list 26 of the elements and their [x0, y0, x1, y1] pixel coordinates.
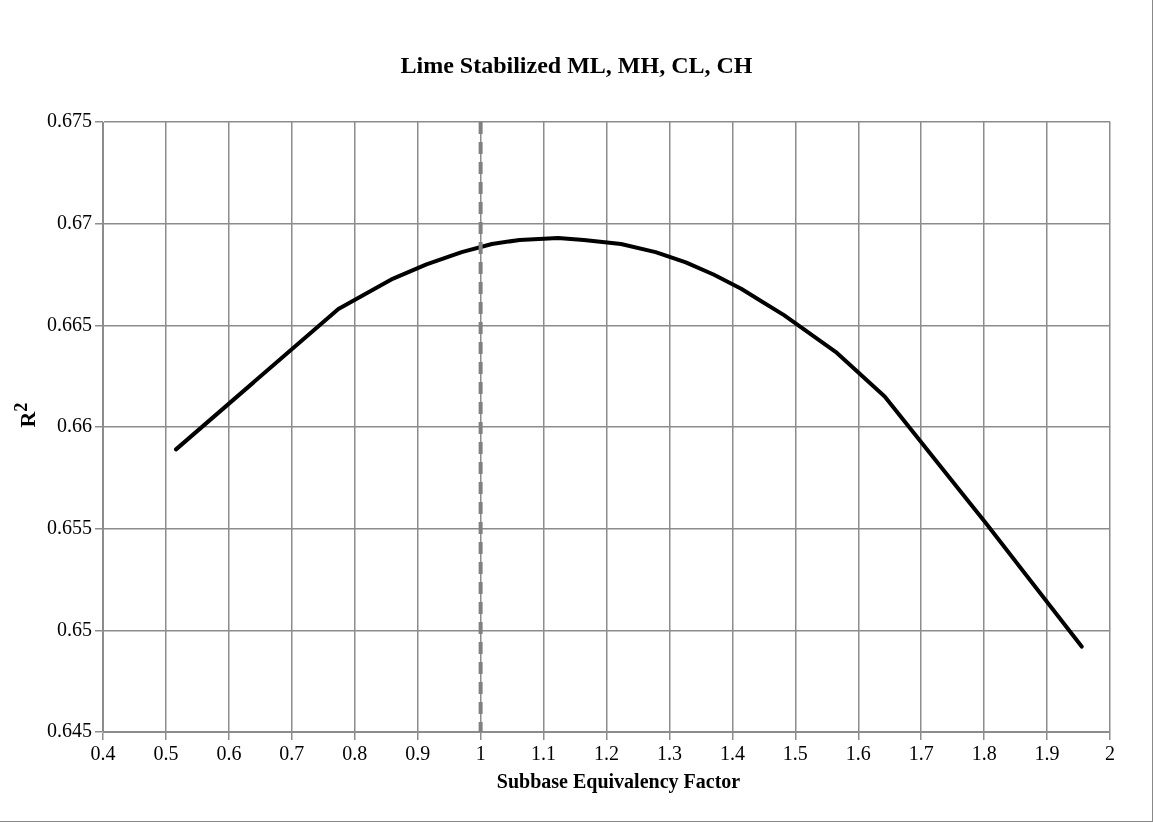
y-tick-label: 0.67	[57, 210, 92, 233]
x-tick-label: 1.2	[594, 742, 619, 765]
x-tick-label: 1	[475, 742, 486, 765]
x-tick-label: 1.9	[1034, 742, 1060, 765]
x-tick-label: 0.5	[153, 742, 179, 765]
x-tick-label: 1.4	[719, 742, 745, 765]
y-tick-label: 0.655	[47, 515, 92, 538]
x-tick-label: 1.1	[531, 742, 557, 765]
x-tick-label: 1.5	[782, 742, 808, 765]
x-tick-label: 0.6	[216, 742, 242, 765]
x-tick-label: 1.3	[656, 742, 682, 765]
x-tick-label: 1.6	[845, 742, 871, 765]
x-tick-label: 0.4	[90, 742, 116, 765]
y-tick-label: 0.665	[47, 312, 92, 335]
y-tick-label: 0.645	[47, 719, 92, 742]
chart-title: Lime Stabilized ML, MH, CL, CH	[399, 52, 754, 79]
x-tick-label: 0.7	[279, 742, 305, 765]
y-tick-label: 0.675	[47, 109, 92, 132]
x-tick-label: 1.8	[971, 742, 997, 765]
y-tick-label: 0.66	[57, 414, 92, 437]
y-tick-label: 0.65	[57, 617, 92, 640]
x-tick-label: 1.7	[908, 742, 934, 765]
x-tick-label: 0.8	[342, 742, 368, 765]
x-tick-label: 2	[1105, 742, 1115, 765]
x-tick-label: 0.9	[405, 742, 431, 765]
x-axis-title: Subbase Equivalency Factor	[495, 770, 742, 793]
